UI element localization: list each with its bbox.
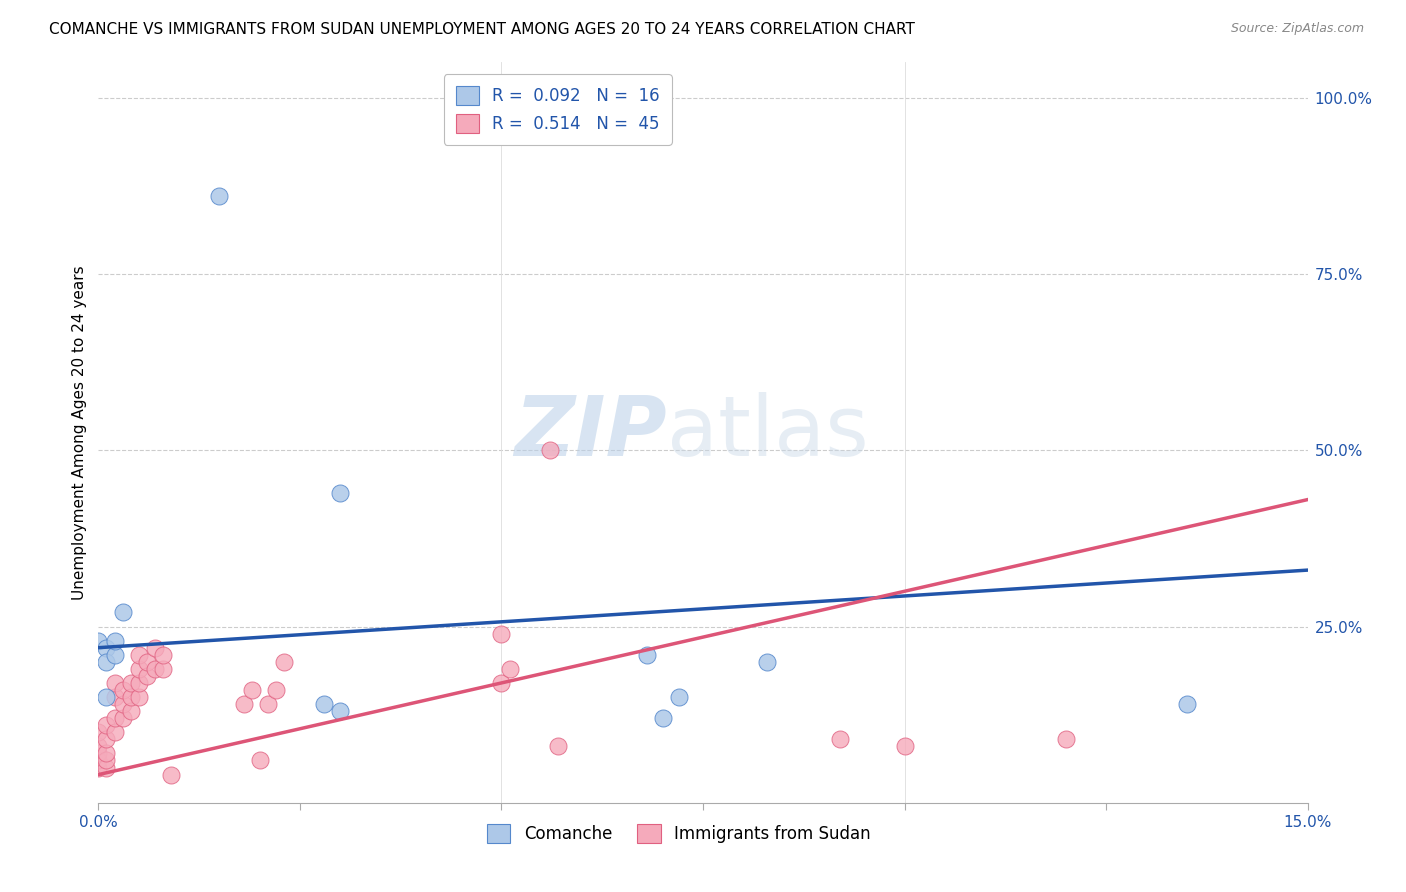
- Point: [96, 640, 118, 655]
- Text: COMANCHE VS IMMIGRANTS FROM SUDAN UNEMPLOYMENT AMONG AGES 20 TO 24 YEARS CORRELA: COMANCHE VS IMMIGRANTS FROM SUDAN UNEMPL…: [49, 22, 915, 37]
- Point: [128, 662, 150, 676]
- Point: [143, 640, 166, 655]
- Point: [87, 760, 110, 774]
- Point: [135, 669, 157, 683]
- Point: [96, 655, 118, 669]
- Point: [152, 662, 174, 676]
- Text: Source: ZipAtlas.com: Source: ZipAtlas.com: [1230, 22, 1364, 36]
- Point: [87, 633, 110, 648]
- Point: [87, 747, 110, 761]
- Text: atlas: atlas: [666, 392, 869, 473]
- Point: [111, 711, 134, 725]
- Point: [96, 754, 118, 768]
- Point: [120, 704, 142, 718]
- Point: [232, 697, 254, 711]
- Point: [103, 690, 125, 704]
- Point: [249, 754, 271, 768]
- Point: [668, 690, 690, 704]
- Point: [111, 683, 134, 698]
- Point: [103, 725, 125, 739]
- Point: [128, 648, 150, 662]
- Point: [273, 655, 295, 669]
- Point: [264, 683, 287, 698]
- Point: [636, 648, 658, 662]
- Point: [111, 697, 134, 711]
- Point: [87, 739, 110, 754]
- Point: [128, 676, 150, 690]
- Point: [498, 662, 520, 676]
- Point: [1054, 732, 1077, 747]
- Legend: Comanche, Immigrants from Sudan: Comanche, Immigrants from Sudan: [481, 817, 877, 850]
- Point: [96, 718, 118, 732]
- Point: [491, 626, 513, 640]
- Point: [120, 690, 142, 704]
- Point: [143, 662, 166, 676]
- Point: [314, 697, 336, 711]
- Point: [329, 485, 352, 500]
- Point: [96, 732, 118, 747]
- Point: [256, 697, 278, 711]
- Point: [756, 655, 779, 669]
- Point: [329, 704, 352, 718]
- Point: [96, 747, 118, 761]
- Point: [96, 760, 118, 774]
- Point: [240, 683, 263, 698]
- Point: [87, 754, 110, 768]
- Point: [538, 443, 561, 458]
- Point: [128, 690, 150, 704]
- Point: [103, 676, 125, 690]
- Point: [96, 690, 118, 704]
- Point: [152, 648, 174, 662]
- Point: [160, 767, 183, 781]
- Point: [828, 732, 851, 747]
- Y-axis label: Unemployment Among Ages 20 to 24 years: Unemployment Among Ages 20 to 24 years: [72, 265, 87, 600]
- Point: [103, 711, 125, 725]
- Point: [120, 676, 142, 690]
- Text: ZIP: ZIP: [515, 392, 666, 473]
- Point: [491, 676, 513, 690]
- Point: [893, 739, 915, 754]
- Point: [208, 189, 231, 203]
- Point: [1175, 697, 1198, 711]
- Point: [111, 606, 134, 620]
- Point: [103, 633, 125, 648]
- Point: [135, 655, 157, 669]
- Point: [547, 739, 569, 754]
- Point: [103, 648, 125, 662]
- Point: [651, 711, 673, 725]
- Point: [87, 725, 110, 739]
